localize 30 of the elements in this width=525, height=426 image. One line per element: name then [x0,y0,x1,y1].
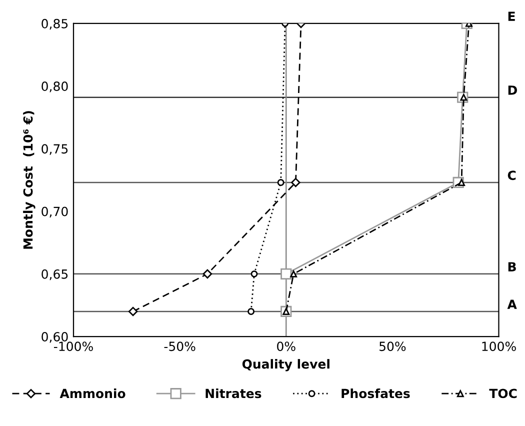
point [250,270,258,278]
y-tick-label: 0,60 [42,332,68,343]
y-tick-label: 0,75 [42,144,68,155]
x-tick-label: -100% [54,342,93,352]
legend-label: Nitrates [206,388,262,398]
point [277,179,284,186]
x-tick-label: -50% [164,342,196,352]
point [280,268,292,280]
ref-line-label: C [508,170,516,180]
point [128,306,138,316]
point [202,269,212,279]
legend-label: Phosfates [342,388,410,398]
ref-line-label: E [508,12,515,21]
x-tick-label: 0% [277,342,296,352]
point [290,270,298,278]
legend-label: Ammonio [60,388,126,398]
x-tick-label: 50% [380,342,406,352]
point [248,308,255,315]
y-tick-label: 0,65 [42,269,68,280]
y-tick-label: 0,70 [42,206,68,218]
ref-line-label: D [508,86,517,95]
point [291,178,300,188]
ref-line-label: B [508,262,516,272]
x-tick-label: 100% [482,342,516,352]
y-tick-label: 0,85 [42,18,68,30]
x-axis-title: Quality level [242,359,330,372]
ref-line-label: A [507,300,517,309]
legend-label: TOC [489,388,517,398]
y-tick-label: 0,80 [42,82,68,92]
y-axis-title: Montly Cost (10⁶ €) [23,111,36,249]
